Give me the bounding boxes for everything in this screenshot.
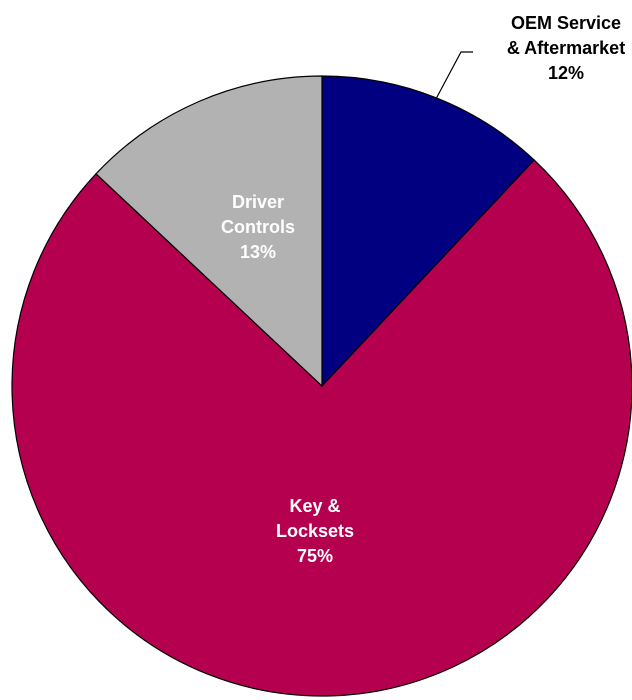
slice-name-line: Controls (221, 217, 295, 237)
slice-value-label: 12% (548, 63, 584, 83)
leader-line (434, 51, 473, 102)
slice-label-0: OEM Service & Aftermarket 12% (507, 13, 625, 83)
slice-labels: OEM Service & Aftermarket 12% Key & Locksets… (221, 13, 625, 566)
slice-name-line: OEM Service (511, 13, 621, 33)
slice-name-line: Key & (289, 496, 340, 516)
slice-label-1: Key & Locksets 75% (276, 496, 354, 566)
pie-slice-key-locksets (11, 159, 632, 697)
pie-slices (11, 75, 632, 697)
slice-label-2: Driver Controls 13% (221, 192, 295, 262)
slice-name-line: & Aftermarket (507, 38, 625, 58)
slice-name-line: Locksets (276, 521, 354, 541)
pie-slice-driver-controls (95, 75, 323, 388)
slice-value-label: 75% (297, 546, 333, 566)
slice-name-line: Driver (232, 192, 284, 212)
leader-lines (434, 51, 473, 102)
slice-value-label: 13% (240, 242, 276, 262)
